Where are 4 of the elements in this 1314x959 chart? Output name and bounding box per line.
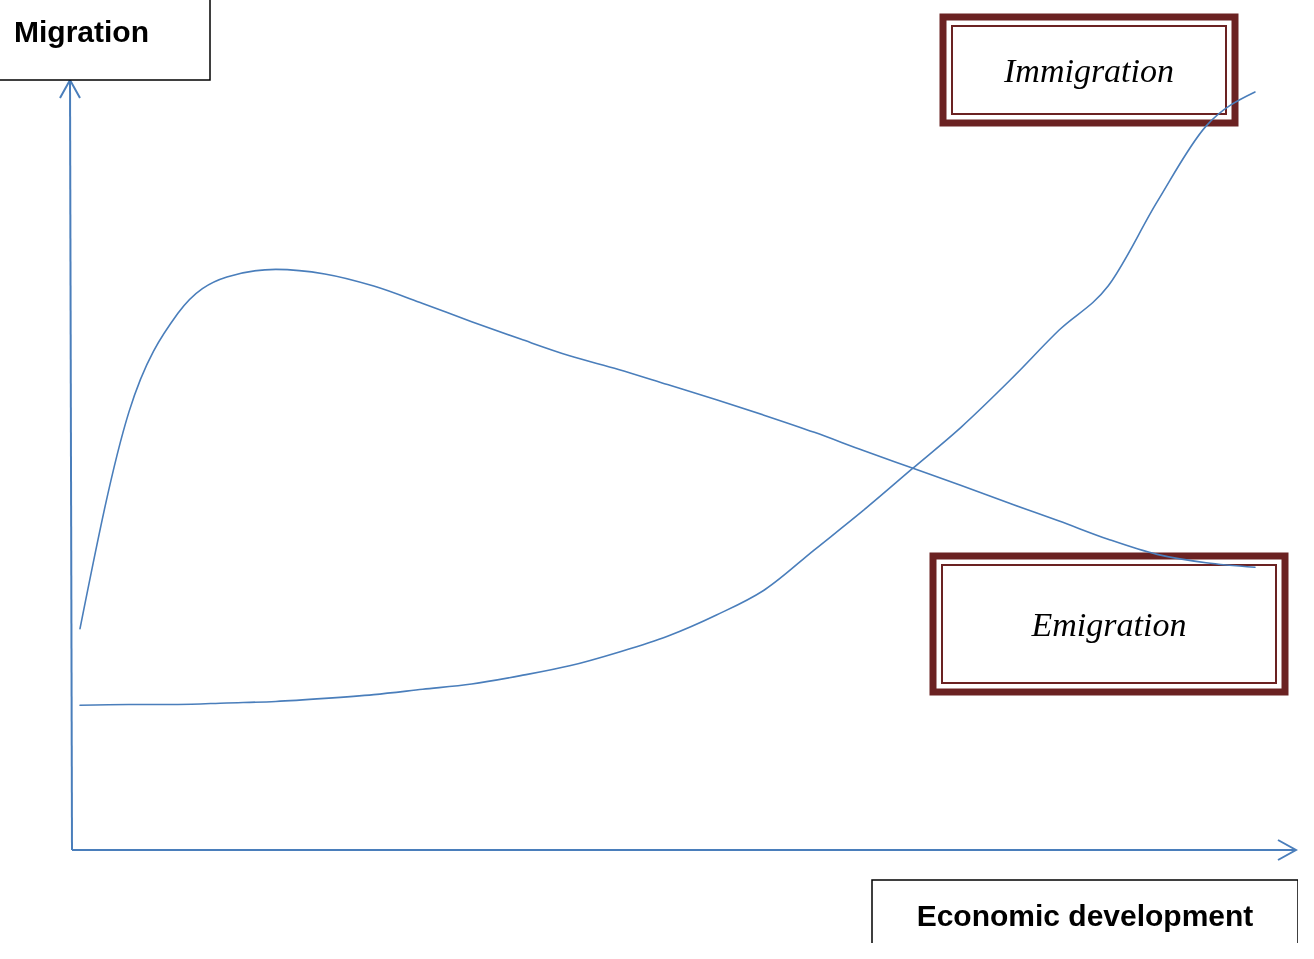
y-axis-title: Migration bbox=[14, 15, 149, 48]
series-label: Immigration bbox=[1003, 52, 1174, 89]
x-axis-title: Economic development bbox=[916, 899, 1254, 932]
series-label: Emigration bbox=[1030, 606, 1187, 643]
